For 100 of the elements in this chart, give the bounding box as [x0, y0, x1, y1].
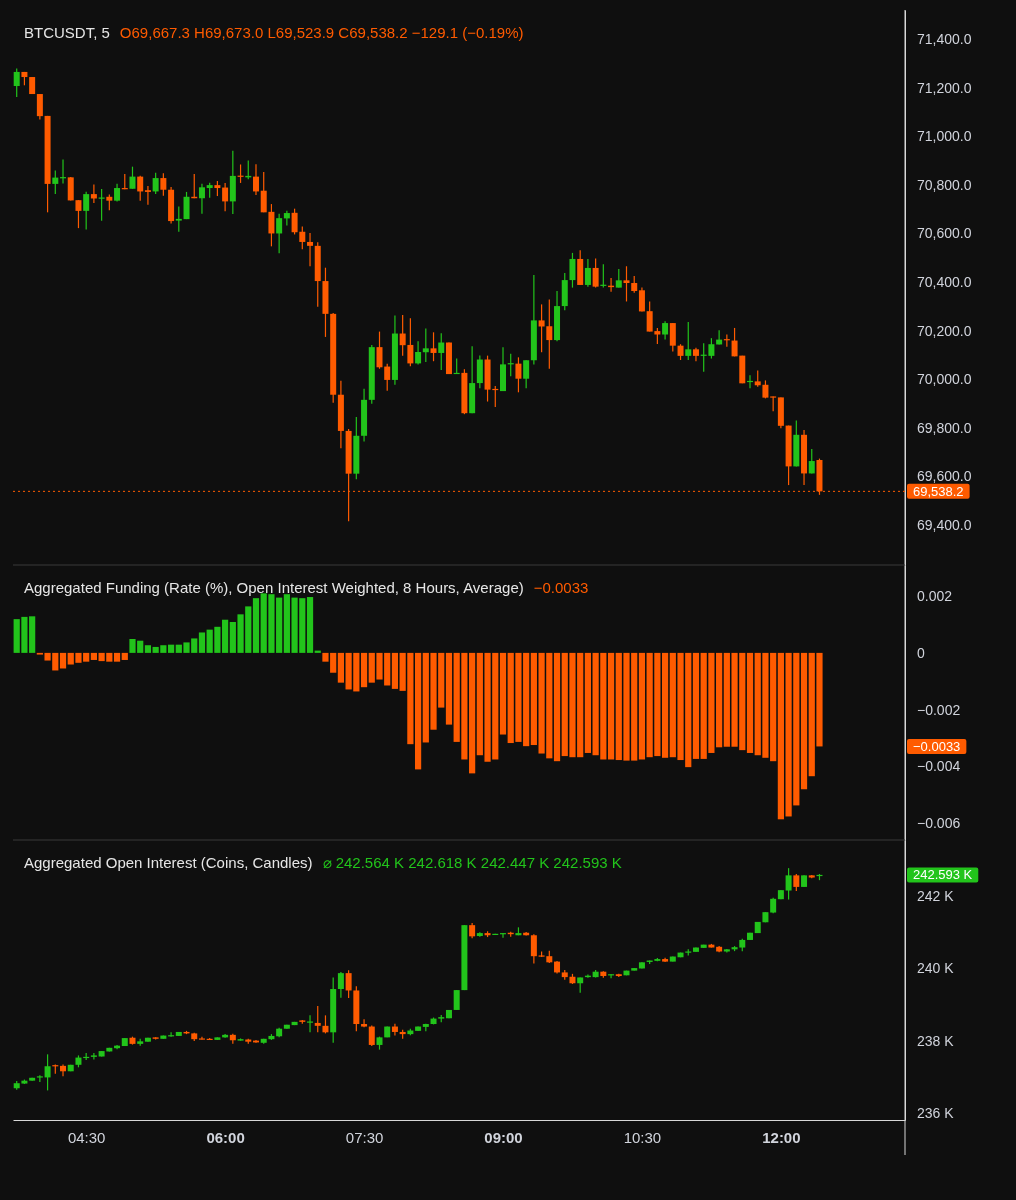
candlestick [144, 185, 151, 206]
text: 242.593 K [913, 867, 973, 883]
candlestick [391, 1023, 398, 1037]
candlestick [322, 1014, 329, 1034]
candlestick [361, 1018, 368, 1028]
y-tick-label: 70,200.0 [917, 322, 972, 339]
candlestick [198, 183, 205, 215]
candlestick [52, 169, 59, 195]
bar [144, 645, 152, 653]
bar [499, 652, 507, 735]
candlestick [337, 971, 344, 999]
y-tick-label: −0.004 [917, 758, 961, 775]
candlestick [90, 183, 97, 204]
candlestick [60, 1063, 67, 1077]
candlestick [808, 448, 815, 475]
bar [746, 652, 754, 753]
x-tick-label: 07:30 [345, 1128, 384, 1146]
y-tick-label: 71,000.0 [917, 128, 972, 145]
text: BTCUSDT, 5 [24, 24, 110, 41]
bar [59, 652, 67, 669]
y-tick-label: 70,400.0 [917, 274, 972, 291]
candlestick [222, 182, 229, 212]
candlestick [345, 969, 352, 999]
candlestick [453, 989, 460, 1011]
candlestick [723, 948, 730, 954]
candlestick [731, 327, 738, 357]
text: ⌀ 242.564 K 242.618 K 242.447 K 242.593 K [322, 854, 622, 871]
candlestick [13, 67, 20, 98]
candlestick [538, 303, 545, 353]
candlestick [685, 321, 692, 361]
bar [414, 652, 422, 770]
y-tick-label: 69,400.0 [917, 516, 972, 533]
candlestick [376, 330, 383, 370]
y-tick-label: −0.002 [917, 701, 961, 718]
bar [638, 652, 646, 760]
x-tick-label: 04:30 [67, 1128, 106, 1146]
bar [360, 652, 368, 688]
candlestick [530, 933, 537, 964]
candlestick [299, 225, 306, 250]
text: O69,667.3 H69,673.0 L69,523.9 C69,538.2 −129.1 (−0.19%) [119, 24, 524, 41]
candlestick [307, 232, 314, 267]
x-tick-label: 12:00 [762, 1128, 801, 1146]
candlestick [546, 298, 553, 370]
candlestick [160, 172, 167, 197]
bar [391, 652, 399, 689]
candlestick [183, 191, 190, 220]
y-tick-label: 0 [917, 644, 925, 661]
candlestick [268, 203, 275, 247]
text: Aggregated Funding (Rate (%), Open Interest Weighted, 8 Hours, Average) [24, 579, 524, 596]
candlestick [785, 867, 792, 901]
candlestick [36, 93, 43, 121]
candlestick [137, 175, 144, 202]
candlestick [584, 258, 591, 288]
y-tick-label: 69,800.0 [917, 419, 972, 436]
candlestick [430, 331, 437, 362]
bar [167, 644, 175, 653]
candlestick [90, 1052, 97, 1060]
y-tick-label: 238 K [917, 1032, 955, 1049]
candlestick [260, 171, 267, 213]
candlestick [129, 166, 136, 190]
candlestick [476, 354, 483, 389]
bar [252, 598, 260, 653]
candlestick [662, 320, 669, 341]
candlestick [415, 340, 422, 366]
bar [198, 632, 206, 653]
y-tick-label: 242 K [917, 888, 955, 905]
y-tick-label: 71,400.0 [917, 31, 972, 48]
candlestick [384, 363, 391, 392]
candlestick [75, 199, 82, 229]
y-tick-label: −0.006 [917, 814, 961, 831]
candlestick [291, 208, 298, 236]
bar [607, 652, 615, 760]
y-tick-label: 69,600.0 [917, 468, 972, 485]
candlestick [669, 322, 676, 353]
bar [692, 652, 700, 759]
bar [584, 652, 592, 753]
x-tick-label: 06:00 [206, 1128, 245, 1146]
y-tick-label: 70,000.0 [917, 371, 972, 388]
candlestick [515, 356, 522, 393]
candlestick [422, 327, 429, 363]
candlestick [438, 332, 445, 371]
y-tick-label: 240 K [917, 960, 955, 977]
candlestick [83, 191, 90, 231]
candlestick [623, 265, 630, 303]
candlestick [175, 205, 182, 233]
y-tick-label: 71,200.0 [917, 79, 972, 96]
text: −0.0033 [533, 579, 589, 596]
candlestick [276, 213, 283, 254]
candlestick [523, 359, 530, 389]
candlestick [592, 257, 599, 289]
candlestick [283, 210, 290, 227]
bar [306, 597, 314, 653]
candlestick [569, 252, 576, 289]
candlestick [407, 317, 414, 367]
bar [662, 652, 669, 758]
x-tick-label: 10:30 [623, 1128, 662, 1146]
candlestick [615, 268, 622, 289]
candlestick [152, 172, 159, 195]
candlestick [44, 1053, 51, 1092]
candlestick [368, 1024, 375, 1047]
